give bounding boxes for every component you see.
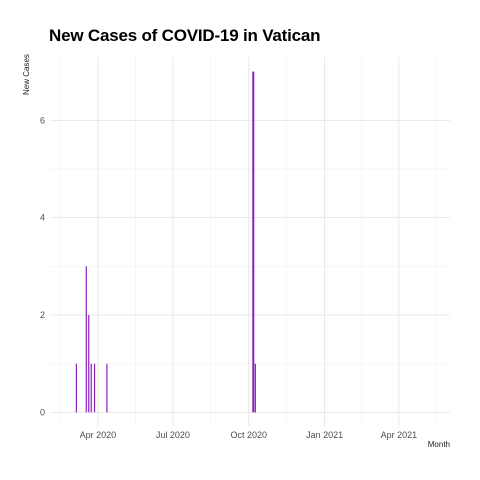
bar xyxy=(88,315,90,413)
y-tick-label: 4 xyxy=(40,213,45,223)
y-tick-label: 0 xyxy=(40,407,45,417)
bar xyxy=(254,363,256,413)
x-axis-label: Month xyxy=(427,440,450,449)
x-tick-label: Jan 2021 xyxy=(306,430,343,440)
bar xyxy=(75,363,77,413)
x-tick-label: Apr 2021 xyxy=(381,430,418,440)
bar xyxy=(106,363,108,413)
x-tick-label: Oct 2020 xyxy=(230,430,267,440)
bar xyxy=(93,363,96,413)
x-tick-label: Apr 2020 xyxy=(80,430,117,440)
y-tick-label: 6 xyxy=(40,115,45,125)
bar xyxy=(90,363,92,413)
y-tick-label: 2 xyxy=(40,310,45,320)
bar xyxy=(85,266,87,413)
bar xyxy=(253,71,255,413)
bar xyxy=(252,71,254,413)
chart-title: New Cases of COVID-19 in Vatican xyxy=(49,26,321,45)
x-tick-label: Jul 2020 xyxy=(156,430,190,440)
